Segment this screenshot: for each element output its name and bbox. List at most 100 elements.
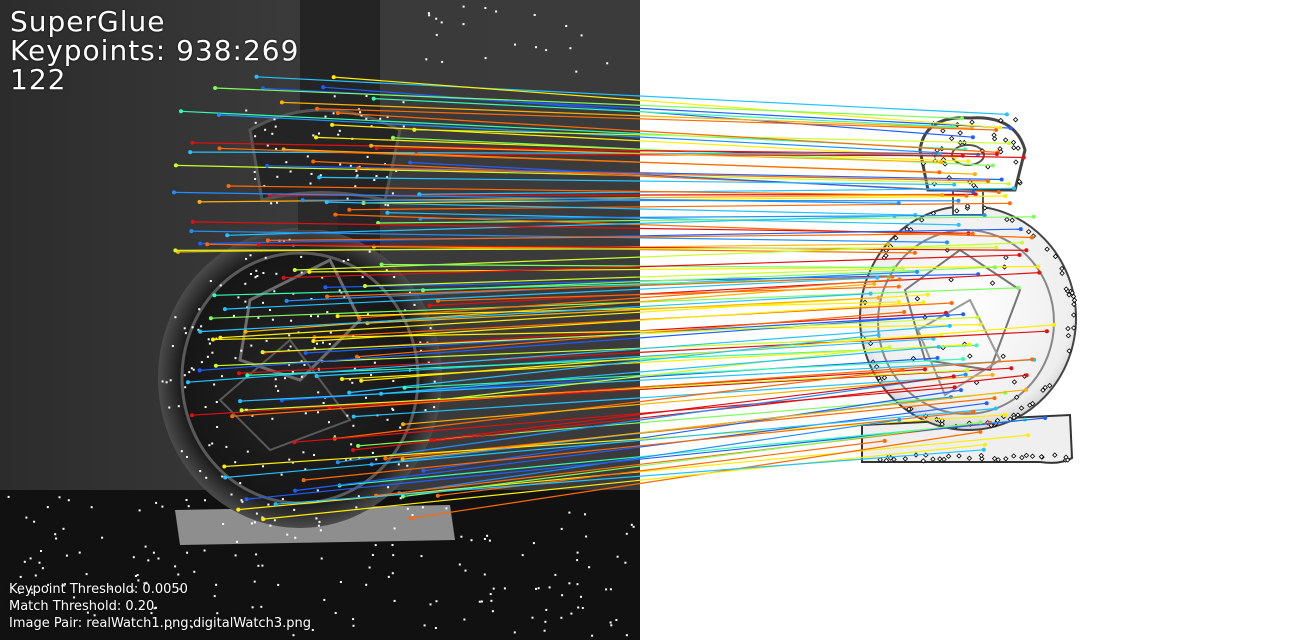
match-line: [327, 276, 893, 298]
match-line: [422, 266, 995, 291]
keypoint-left: [266, 144, 269, 147]
match-endpoint: [190, 219, 195, 224]
keypoint-left: [316, 489, 319, 492]
match-endpoint: [915, 269, 920, 274]
match-endpoint: [897, 417, 902, 422]
keypoint-left: [284, 377, 286, 380]
keypoint-left: [365, 95, 368, 97]
keypoint-left: [320, 557, 323, 560]
match-endpoint: [945, 313, 950, 318]
keypoint-left: [495, 10, 498, 13]
keypoint-right: [1065, 325, 1071, 332]
match-endpoint: [876, 333, 881, 337]
keypoint-left: [399, 426, 402, 429]
keypoint-left: [433, 406, 436, 409]
keypoint-left: [213, 595, 216, 598]
keypoint-left: [332, 112, 335, 115]
match-line: [192, 221, 969, 234]
keypoint-left: [250, 522, 253, 525]
match-endpoint: [939, 160, 943, 165]
keypoint-left: [273, 118, 276, 121]
keypoint-right: [1029, 453, 1036, 459]
match-endpoint: [217, 112, 221, 117]
match-line: [334, 369, 903, 440]
keypoint-left: [484, 57, 487, 60]
keypoint-left: [632, 525, 635, 528]
keypoint-left: [63, 583, 66, 586]
keypoint-left: [588, 566, 591, 569]
match-endpoint: [967, 342, 972, 347]
keypoint-count: Keypoints: 938:269: [10, 34, 300, 67]
match-endpoint: [369, 143, 374, 148]
keypoint-left: [30, 588, 33, 591]
keypoint-left: [286, 533, 289, 536]
match-endpoint: [371, 96, 376, 101]
keypoint-left: [306, 155, 309, 158]
match-endpoint: [1043, 416, 1048, 420]
keypoint-left: [490, 599, 493, 602]
keypoint-left: [254, 135, 257, 138]
keypoint-left: [585, 535, 588, 538]
keypoint-right: [1052, 452, 1058, 458]
keypoint-left: [137, 579, 140, 582]
match-endpoint: [363, 284, 367, 288]
keypoint-left: [576, 583, 579, 586]
match-endpoint: [347, 207, 352, 212]
keypoint-left: [371, 554, 374, 556]
match-endpoint: [902, 310, 907, 314]
keypoint-right: [1063, 454, 1069, 460]
match-endpoint: [868, 291, 873, 296]
keypoint-right: [914, 296, 921, 302]
keypoint-right: [1038, 454, 1045, 460]
match-endpoint: [952, 385, 957, 390]
match-endpoint: [409, 516, 414, 521]
match-endpoint: [882, 438, 887, 443]
keypoint-left: [310, 298, 313, 300]
match-endpoint: [1044, 329, 1049, 334]
match-endpoint: [417, 192, 422, 197]
keypoint-left: [261, 564, 264, 567]
keypoint-left: [328, 343, 331, 345]
keypoint-left: [200, 325, 203, 328]
keypoint-left: [570, 612, 573, 615]
keypoint-left: [174, 316, 177, 319]
keypoint-right: [937, 456, 943, 462]
keypoint-right: [1063, 286, 1069, 292]
left-image-real-watch: [0, 0, 640, 640]
match-endpoint: [970, 135, 975, 140]
keypoint-left: [277, 583, 280, 586]
keypoint-left: [157, 557, 160, 560]
match-line: [219, 147, 940, 173]
match-endpoint: [935, 356, 940, 360]
keypoint-left: [433, 380, 436, 383]
match-endpoint: [956, 222, 961, 227]
match-endpoint: [359, 378, 364, 383]
keypoint-left: [413, 303, 416, 306]
keypoint-left: [368, 250, 371, 253]
match-line: [437, 286, 899, 302]
keypoint-left: [531, 616, 534, 619]
keypoint-left: [492, 587, 495, 590]
keypoint-left: [253, 521, 256, 524]
keypoint-right: [1011, 453, 1017, 459]
match-line: [385, 397, 995, 460]
match-line: [281, 101, 972, 129]
match-endpoint: [1007, 201, 1012, 206]
keypoint-right: [1003, 254, 1009, 261]
keypoint-left: [463, 618, 466, 621]
match-line: [410, 161, 974, 193]
keypoint-left: [62, 527, 65, 530]
keypoint-left: [233, 616, 236, 619]
keypoint-left: [352, 424, 355, 427]
keypoint-right: [919, 217, 925, 223]
keypoint-right: [1052, 253, 1059, 260]
match-line: [295, 402, 987, 492]
keypoint-right: [893, 235, 899, 241]
keypoint-left: [464, 569, 467, 572]
keypoint-left: [387, 204, 390, 207]
match-line: [378, 216, 1034, 224]
keypoint-left: [264, 128, 267, 131]
match-line: [227, 215, 895, 236]
keypoint-left: [222, 523, 225, 525]
keypoint-left: [203, 549, 206, 552]
